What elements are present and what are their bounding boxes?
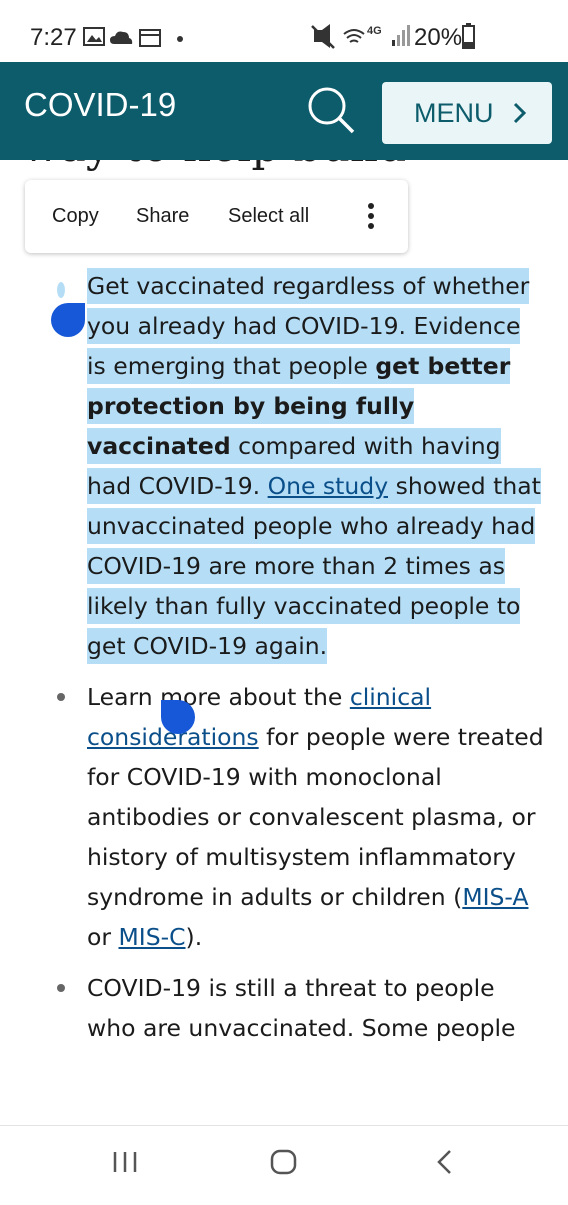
text-run: Learn more about the [87, 683, 350, 711]
bullet-item: COVID-19 is still a threat to people who… [57, 968, 545, 1048]
more-options[interactable] [366, 202, 376, 232]
bullet-item: Learn more about the clinical considerat… [57, 677, 545, 957]
site-header: COVID-19 MENU [0, 62, 568, 160]
selection-start-handle[interactable] [51, 303, 85, 337]
back-button[interactable] [437, 1150, 451, 1174]
context-menu: Copy Share Select all [25, 180, 408, 253]
clock: 7:27 [30, 24, 77, 51]
text-run: COVID-19 is still a threat to people who… [87, 974, 516, 1042]
text-link[interactable]: One study [267, 468, 389, 504]
bullet-item: Get vaccinated regardless of whether you… [57, 266, 545, 666]
bullet-dot [57, 693, 65, 701]
text-link[interactable]: MIS-C [118, 923, 186, 951]
navigation-bar [0, 1125, 568, 1201]
text-link[interactable]: clinical considerations [87, 683, 432, 751]
copy-option[interactable]: Copy [52, 205, 99, 227]
signal-icon [392, 25, 410, 46]
bullet-list: Get vaccinated regardless of whether you… [57, 266, 545, 1059]
menu-label: MENU [414, 98, 494, 128]
recents-button[interactable] [113, 1152, 137, 1172]
select-all-option[interactable]: Select all [228, 205, 310, 227]
share-option[interactable]: Share [136, 205, 190, 227]
notification-icons [83, 27, 183, 47]
nav-buttons [113, 1149, 451, 1175]
bullet-dot [57, 984, 65, 992]
menu-button[interactable]: MENU [382, 82, 552, 144]
text-run: for people were treated for COVID-19 wit… [87, 723, 544, 911]
chevron-icon [513, 102, 527, 124]
network-type: 4G [367, 25, 382, 37]
text-run: or [87, 923, 119, 951]
bullet-dot [57, 282, 65, 298]
battery-icon [462, 23, 475, 49]
page-content: way to help build Get vaccinated regardl… [0, 160, 568, 1125]
battery-level: 20% [414, 24, 463, 51]
status-icons [311, 24, 365, 49]
text-run: ). [185, 923, 203, 951]
home-button[interactable] [270, 1149, 297, 1175]
text-link[interactable]: MIS-A [462, 883, 529, 911]
search-button[interactable] [305, 84, 357, 136]
site-title[interactable]: COVID-19 [24, 86, 177, 123]
selection-end-handle[interactable] [161, 700, 195, 734]
status-bar: 7:27 4G 20% [0, 0, 568, 62]
section-heading: way to help build [22, 160, 406, 172]
